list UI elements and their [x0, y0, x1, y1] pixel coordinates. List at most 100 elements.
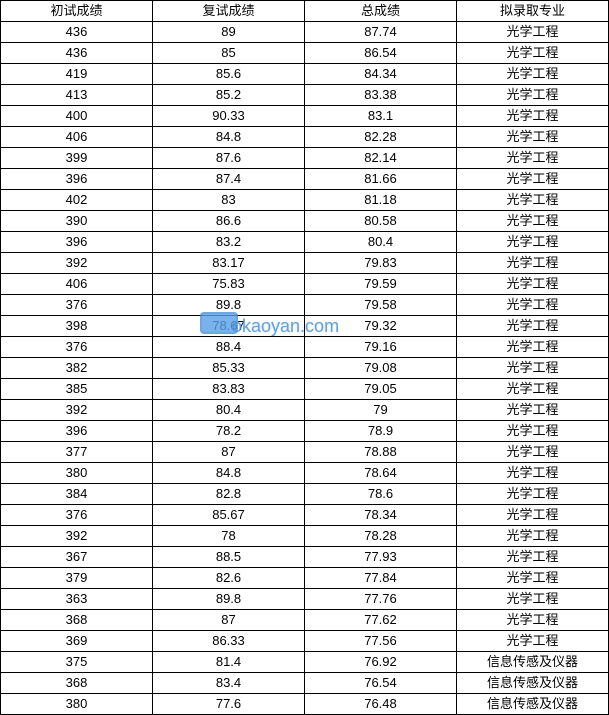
table-cell: 79.08 — [305, 358, 457, 379]
table-cell: 82.28 — [305, 127, 457, 148]
col-major: 拟录取专业 — [457, 1, 609, 22]
table-row: 39283.1779.83光学工程 — [1, 253, 609, 274]
table-cell: 86.54 — [305, 43, 457, 64]
table-cell: 380 — [1, 694, 153, 715]
header-row: 初试成绩 复试成绩 总成绩 拟录取专业 — [1, 1, 609, 22]
table-cell: 光学工程 — [457, 568, 609, 589]
table-cell: 83.2 — [153, 232, 305, 253]
table-cell: 82.8 — [153, 484, 305, 505]
table-cell: 86.6 — [153, 211, 305, 232]
table-row: 39086.680.58光学工程 — [1, 211, 609, 232]
table-cell: 84.8 — [153, 127, 305, 148]
table-row: 39678.278.9光学工程 — [1, 421, 609, 442]
table-cell: 87.6 — [153, 148, 305, 169]
table-cell: 78.6 — [305, 484, 457, 505]
table-cell: 信息传感及仪器 — [457, 694, 609, 715]
table-cell: 光学工程 — [457, 610, 609, 631]
table-cell: 83 — [153, 190, 305, 211]
table-cell: 光学工程 — [457, 337, 609, 358]
table-cell: 375 — [1, 652, 153, 673]
table-cell: 379 — [1, 568, 153, 589]
table-cell: 392 — [1, 253, 153, 274]
table-row: 37982.677.84光学工程 — [1, 568, 609, 589]
table-cell: 413 — [1, 85, 153, 106]
table-cell: 79.16 — [305, 337, 457, 358]
table-row: 39687.481.66光学工程 — [1, 169, 609, 190]
table-row: 4368586.54光学工程 — [1, 43, 609, 64]
table-row: 38583.8379.05光学工程 — [1, 379, 609, 400]
table-cell: 79.05 — [305, 379, 457, 400]
table-row: 39280.479光学工程 — [1, 400, 609, 421]
table-cell: 85.67 — [153, 505, 305, 526]
table-row: 40675.8379.59光学工程 — [1, 274, 609, 295]
table-cell: 86.33 — [153, 631, 305, 652]
table-cell: 光学工程 — [457, 316, 609, 337]
table-cell: 87 — [153, 610, 305, 631]
table-cell: 368 — [1, 673, 153, 694]
table-cell: 光学工程 — [457, 148, 609, 169]
table-cell: 80.4 — [153, 400, 305, 421]
table-cell: 84.8 — [153, 463, 305, 484]
table-cell: 78.28 — [305, 526, 457, 547]
table-cell: 89.8 — [153, 589, 305, 610]
table-row: 37689.879.58光学工程 — [1, 295, 609, 316]
table-cell: 光学工程 — [457, 232, 609, 253]
table-row: 37581.476.92信息传感及仪器 — [1, 652, 609, 673]
table-cell: 367 — [1, 547, 153, 568]
table-row: 4368987.74光学工程 — [1, 22, 609, 43]
table-cell: 77.6 — [153, 694, 305, 715]
table-row: 38285.3379.08光学工程 — [1, 358, 609, 379]
table-cell: 80.4 — [305, 232, 457, 253]
table-cell: 87 — [153, 442, 305, 463]
table-cell: 81.4 — [153, 652, 305, 673]
table-cell: 光学工程 — [457, 106, 609, 127]
table-cell: 信息传感及仪器 — [457, 673, 609, 694]
table-row: 37688.479.16光学工程 — [1, 337, 609, 358]
table-cell: 400 — [1, 106, 153, 127]
table-cell: 77.84 — [305, 568, 457, 589]
table-cell: 77.62 — [305, 610, 457, 631]
score-table: 初试成绩 复试成绩 总成绩 拟录取专业 4368987.74光学工程436858… — [0, 0, 609, 715]
table-cell: 396 — [1, 169, 153, 190]
table-cell: 83.4 — [153, 673, 305, 694]
table-cell: 83.17 — [153, 253, 305, 274]
table-cell: 402 — [1, 190, 153, 211]
table-row: 3927878.28光学工程 — [1, 526, 609, 547]
table-cell: 390 — [1, 211, 153, 232]
table-row: 3778778.88光学工程 — [1, 442, 609, 463]
table-cell: 89 — [153, 22, 305, 43]
table-cell: 光学工程 — [457, 190, 609, 211]
table-row: 3688777.62光学工程 — [1, 610, 609, 631]
table-cell: 83.83 — [153, 379, 305, 400]
table-cell: 377 — [1, 442, 153, 463]
table-cell: 419 — [1, 64, 153, 85]
table-row: 4028381.18光学工程 — [1, 190, 609, 211]
table-cell: 光学工程 — [457, 358, 609, 379]
table-cell: 79.32 — [305, 316, 457, 337]
table-cell: 光学工程 — [457, 379, 609, 400]
table-cell: 368 — [1, 610, 153, 631]
table-cell: 光学工程 — [457, 547, 609, 568]
table-cell: 76.54 — [305, 673, 457, 694]
table-cell: 363 — [1, 589, 153, 610]
table-cell: 85.2 — [153, 85, 305, 106]
table-cell: 光学工程 — [457, 295, 609, 316]
table-cell: 396 — [1, 421, 153, 442]
table-cell: 83.38 — [305, 85, 457, 106]
col-total-score: 总成绩 — [305, 1, 457, 22]
table-row: 39683.280.4光学工程 — [1, 232, 609, 253]
table-cell: 78 — [153, 526, 305, 547]
col-retest-score: 复试成绩 — [153, 1, 305, 22]
table-cell: 77.93 — [305, 547, 457, 568]
table-row: 41385.283.38光学工程 — [1, 85, 609, 106]
table-cell: 90.33 — [153, 106, 305, 127]
table-cell: 85.6 — [153, 64, 305, 85]
table-cell: 398 — [1, 316, 153, 337]
table-row: 40090.3383.1光学工程 — [1, 106, 609, 127]
table-cell: 光学工程 — [457, 631, 609, 652]
table-cell: 光学工程 — [457, 505, 609, 526]
table-cell: 376 — [1, 295, 153, 316]
table-cell: 光学工程 — [457, 169, 609, 190]
table-cell: 82.6 — [153, 568, 305, 589]
table-cell: 85 — [153, 43, 305, 64]
